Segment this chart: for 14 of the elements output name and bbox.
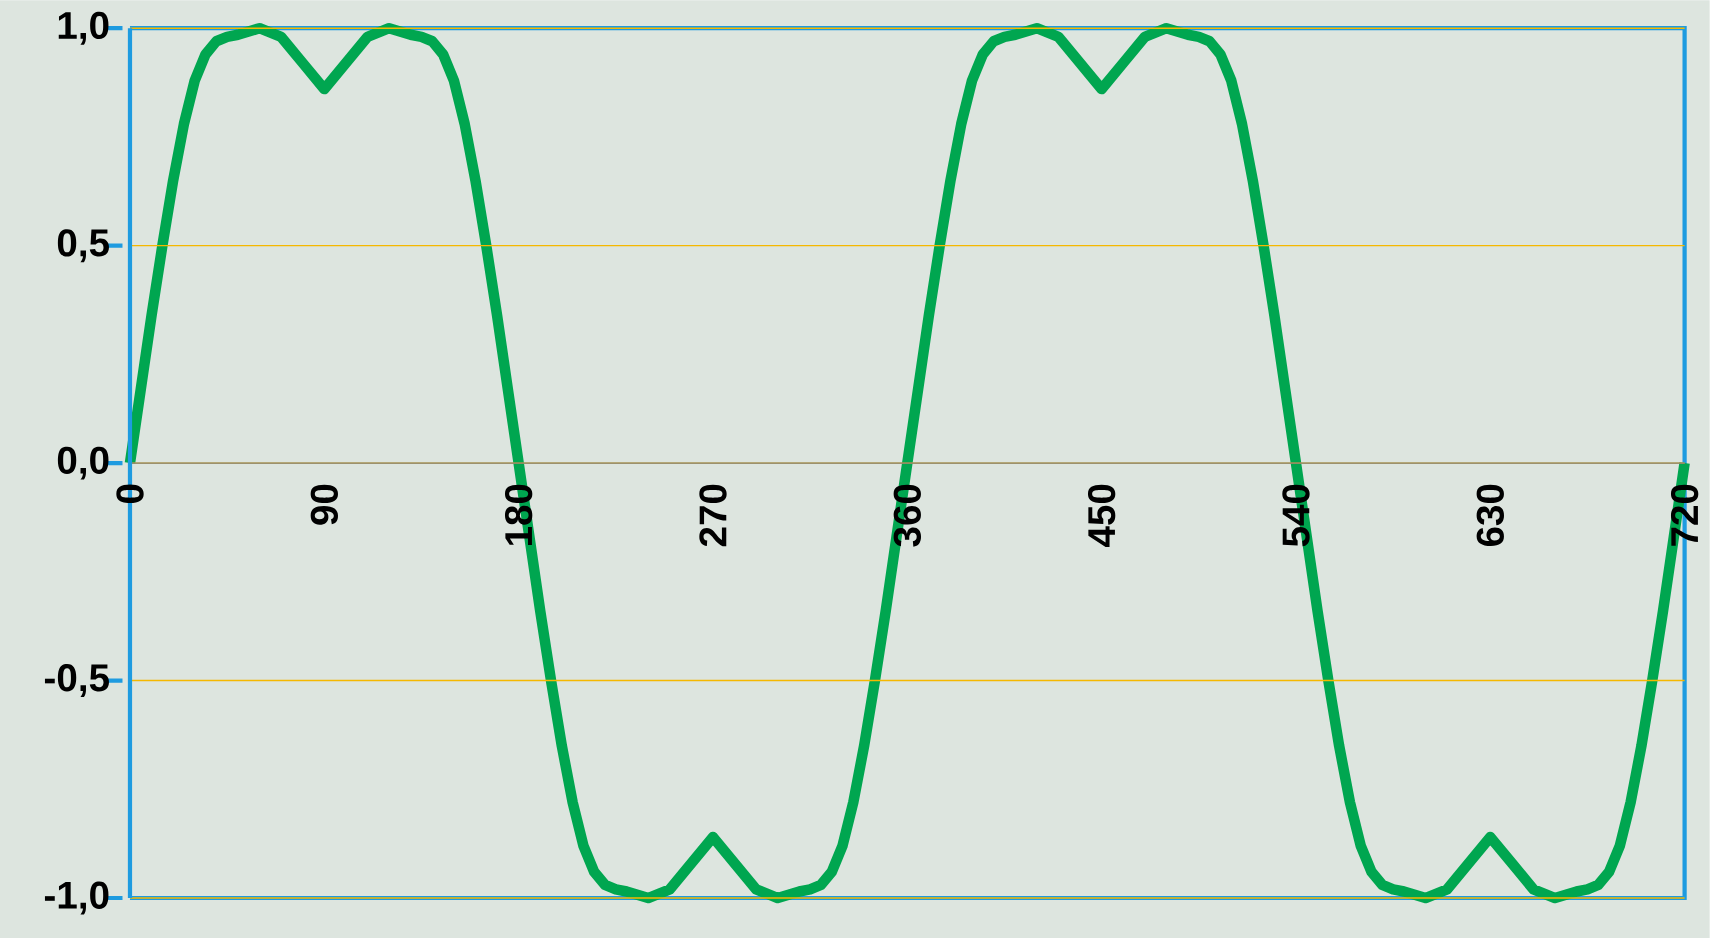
- x-tick-label: 450: [1087, 484, 1116, 547]
- x-tick-label: 90: [310, 484, 338, 525]
- x-tick-label: 270: [699, 484, 727, 547]
- x-tick-label: 180: [505, 484, 533, 546]
- x-tick-label: 540: [1282, 484, 1310, 547]
- y-tick-label: 0,0: [57, 446, 109, 480]
- y-tick-label: -1,0: [44, 881, 109, 915]
- y-tick-label: 1,0: [58, 11, 109, 45]
- y-tick-label: 0,5: [57, 229, 109, 263]
- x-tick-label: 0: [116, 484, 144, 503]
- x-tick-label: 720: [1670, 484, 1699, 546]
- x-tick-label: 630: [1476, 484, 1504, 547]
- y-tick-label: -0,5: [44, 664, 109, 698]
- x-tick-label: 360: [893, 484, 922, 547]
